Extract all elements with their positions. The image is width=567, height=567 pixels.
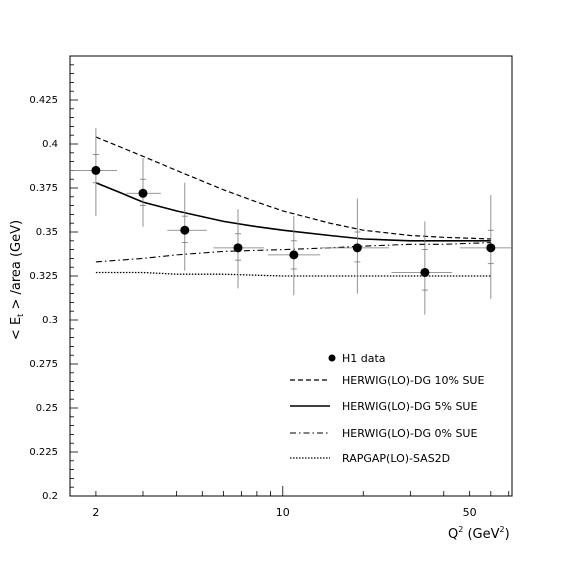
data-points bbox=[70, 128, 512, 315]
legend-label: HERWIG(LO)-DG 5% SUE bbox=[342, 400, 477, 413]
x-tick-label: 2 bbox=[92, 506, 99, 519]
x-axis: 2 10 50 bbox=[92, 486, 510, 519]
data-point-5 bbox=[267, 216, 321, 296]
data-marker bbox=[289, 250, 299, 260]
series-line-4 bbox=[95, 271, 491, 277]
x-tick-label: 10 bbox=[276, 506, 290, 519]
y-tick-label: 0.375 bbox=[29, 183, 58, 194]
series-line-1 bbox=[95, 136, 491, 240]
data-point-4 bbox=[213, 209, 264, 289]
y-axis: 0.2 0.225 0.25 0.275 0.3 0.325 0.35 0.375 0.4 0.4… bbox=[29, 55, 78, 502]
data-marker bbox=[233, 243, 243, 253]
data-marker bbox=[180, 225, 190, 235]
y-tick-label: 0.3 bbox=[42, 315, 58, 326]
data-point-7 bbox=[391, 221, 453, 315]
y-tick-label: 0.2 bbox=[42, 491, 58, 502]
data-marker bbox=[420, 267, 430, 277]
y-tick-label: 0.425 bbox=[29, 95, 58, 106]
data-point-8 bbox=[459, 195, 512, 299]
y-tick-label: 0.25 bbox=[36, 403, 58, 414]
data-point-2 bbox=[126, 158, 161, 227]
data-marker bbox=[91, 165, 101, 175]
y-tick-label: 0.35 bbox=[36, 227, 58, 238]
x-axis-title: Q2 (GeV2) bbox=[448, 525, 510, 542]
data-point-3 bbox=[167, 182, 207, 271]
legend-marker-h1-data bbox=[328, 354, 336, 362]
legend: H1 data HERWIG(LO)-DG 10% SUE HERWIG(LO)-D… bbox=[290, 352, 484, 465]
legend-label: H1 data bbox=[342, 352, 386, 365]
y-tick-label: 0.325 bbox=[29, 271, 58, 282]
y-tick-label: 0.4 bbox=[42, 139, 58, 150]
legend-label: RAPGAP(LO)-SAS2D bbox=[342, 452, 450, 465]
legend-label: HERWIG(LO)-DG 10% SUE bbox=[342, 374, 484, 387]
x-tick-label: 50 bbox=[463, 506, 477, 519]
data-point-6 bbox=[321, 198, 390, 294]
y-axis-title: < Et > /area (GeV) bbox=[9, 220, 25, 340]
data-point-1 bbox=[70, 128, 118, 217]
y-tick-label: 0.275 bbox=[29, 359, 58, 370]
data-marker bbox=[486, 243, 496, 253]
y-tick-label: 0.225 bbox=[29, 447, 58, 458]
series-line-3 bbox=[95, 242, 491, 263]
series-line-2 bbox=[95, 181, 491, 242]
data-marker bbox=[138, 188, 148, 198]
data-marker bbox=[352, 243, 362, 253]
legend-label: HERWIG(LO)-DG 0% SUE bbox=[342, 427, 477, 440]
